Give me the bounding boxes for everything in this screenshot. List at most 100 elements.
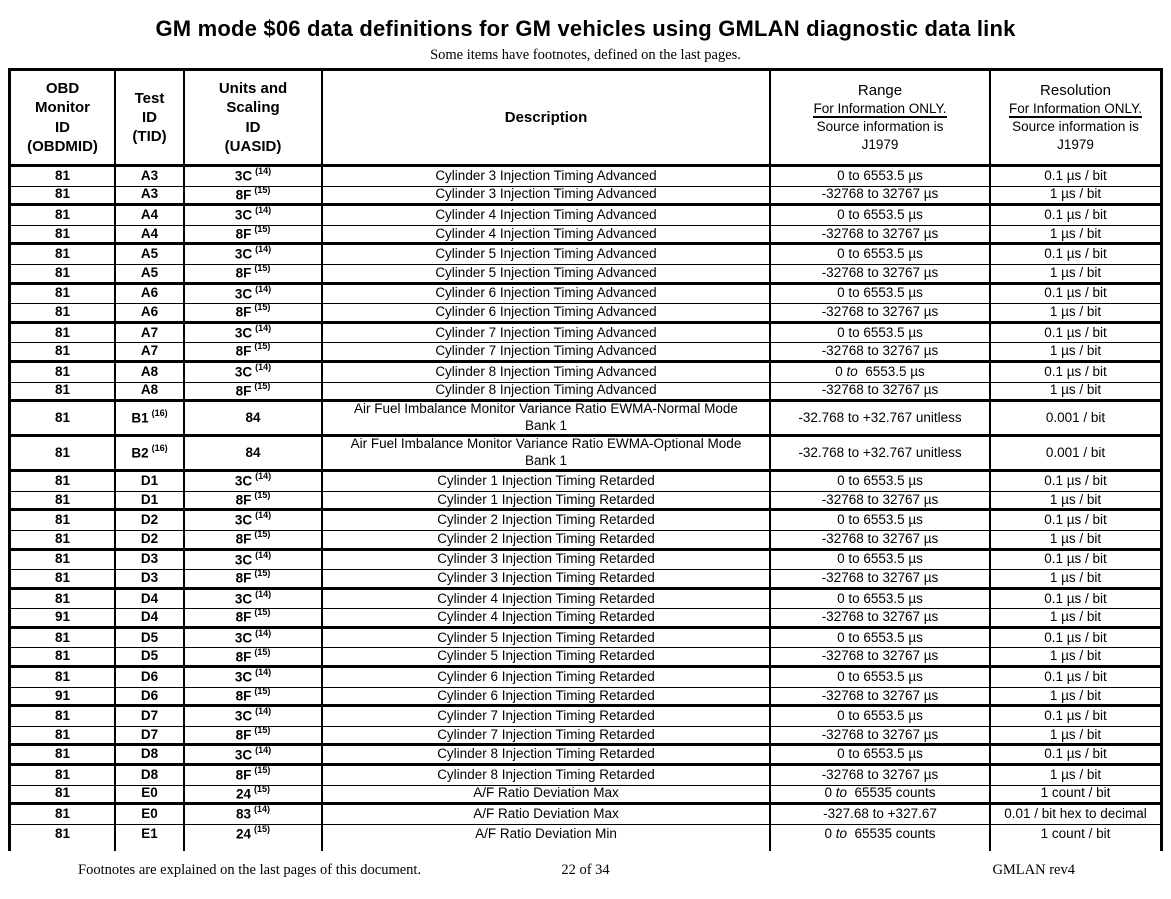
- uasid-footnote-ref: (14): [255, 668, 272, 678]
- table-row: 91 D6 8F (15) Cylinder 6 Injection Timing Re…: [11, 687, 1160, 708]
- range-cell: 0 to 6553.5 µs: [771, 472, 991, 491]
- header-test-id: Test ID (TID): [116, 71, 185, 164]
- tid-value: A8: [140, 363, 159, 379]
- tid-wrap: D5: [141, 630, 158, 647]
- uasid-footnote-ref: (15): [254, 726, 271, 735]
- uasid-wrap: 8F (15): [236, 383, 271, 400]
- table-row: 81 E1 24 (15) A/F Ratio Deviation Min 0 to 65…: [11, 824, 1160, 845]
- tid-cell: D3: [116, 570, 185, 587]
- header-resolution: Resolution For Information ONLY. Source …: [991, 71, 1160, 164]
- obdmid-cell: 81: [11, 824, 116, 845]
- uasid-value: 84: [245, 444, 261, 460]
- description-cell: Cylinder 6 Injection Timing Retarded: [323, 668, 771, 687]
- description-cell: Cylinder 1 Injection Timing Retarded: [323, 472, 771, 491]
- uasid-value: 8F: [235, 304, 252, 320]
- resolution-cell: 1 µs / bit: [1049, 648, 1102, 664]
- resolution-cell: 0.1 µs / bit: [1044, 472, 1107, 488]
- tid-cell: D2: [116, 530, 185, 548]
- uasid-cell: 8F (15): [185, 726, 323, 744]
- tid-value: A6: [140, 285, 159, 301]
- range-cell: -32768 to 32767 µs: [771, 186, 991, 204]
- uasid-wrap: 3C (14): [235, 511, 271, 529]
- uasid-footnote-ref: (15): [254, 687, 271, 696]
- uasid-footnote-ref: (15): [254, 225, 271, 234]
- obdmid-cell: 81: [11, 570, 116, 587]
- range-cell: 0 to 6553.5 µs: [771, 323, 991, 343]
- resolution-cell: 0.1 µs / bit: [1044, 207, 1107, 223]
- description-cell: Cylinder 6 Injection Timing Advanced: [323, 304, 771, 321]
- range-to-word: to: [846, 363, 858, 379]
- tid-cell: A8: [116, 382, 185, 400]
- resolution-cell: 0.1 µs / bit: [1044, 668, 1107, 684]
- table-row: 81 A4 3C (14) Cylinder 4 Injection Timing Ad…: [11, 206, 1160, 226]
- range-cell: 0 to 6553.5 µs: [771, 668, 991, 687]
- range-wrap: 0 to 65535 counts: [824, 785, 936, 801]
- uasid-wrap: 24 (15): [236, 786, 270, 803]
- obdmid-cell: 81: [11, 746, 116, 764]
- uasid-value: 8F: [235, 383, 252, 399]
- uasid-footnote-ref: (14): [255, 206, 272, 216]
- uasid-wrap: 8F (15): [236, 343, 271, 360]
- description-cell: Cylinder 8 Injection Timing Advanced: [323, 362, 771, 382]
- table-row: 81 A5 8F (15) Cylinder 5 Injection Timing Ad…: [11, 264, 1160, 285]
- table-row: 81 A8 8F (15) Cylinder 8 Injection Timing Ad…: [11, 382, 1160, 403]
- description-cell: Cylinder 5 Injection Timing Advanced: [323, 245, 771, 264]
- obdmid-cell: 81: [11, 382, 116, 400]
- uasid-cell: 8F (15): [185, 382, 323, 400]
- uasid-wrap: 83 (14): [236, 805, 270, 823]
- uasid-cell: 3C (14): [185, 167, 323, 186]
- obdmid-cell: 81: [11, 511, 116, 530]
- uasid-cell: 8F (15): [185, 343, 323, 360]
- uasid-cell: 3C (14): [185, 550, 323, 570]
- obdmid-cell: 81: [11, 707, 116, 726]
- resolution-cell: 0.1 µs / bit: [1044, 324, 1107, 340]
- tid-value: D1: [140, 491, 159, 507]
- resolution-cell: 1 µs / bit: [1049, 570, 1102, 585]
- tid-footnote-ref: (16): [151, 442, 168, 453]
- tid-cell: A4: [116, 206, 185, 225]
- table-row: 91 D4 8F (15) Cylinder 4 Injection Timing Re…: [11, 609, 1160, 629]
- footer-doc-revision: GMLAN rev4: [992, 862, 1075, 878]
- table-body: 81 A3 3C (14) Cylinder 3 Injection Timing Ad…: [11, 167, 1160, 845]
- range-cell: 0 to 6553.5 µs: [771, 167, 991, 186]
- uasid-value: 8F: [235, 531, 252, 547]
- range-cell: -32768 to 32767 µs: [771, 304, 991, 321]
- header-resolution-note3: J1979: [1057, 137, 1094, 153]
- uasid-footnote-ref: (15): [254, 186, 271, 195]
- uasid-value: 24: [235, 786, 251, 802]
- resolution-cell: 1 µs / bit: [1049, 609, 1102, 625]
- uasid-value: 3C: [234, 747, 253, 763]
- range-cell: 0 to 65535 counts: [771, 785, 991, 803]
- uasid-footnote-ref: (15): [254, 343, 271, 352]
- uasid-footnote-ref: (14): [255, 746, 272, 755]
- uasid-footnote-ref: (15): [254, 824, 271, 835]
- tid-wrap: A6: [141, 304, 158, 321]
- header-range-title: Range: [857, 81, 903, 99]
- tid-cell: A7: [116, 343, 185, 360]
- description-cell: Cylinder 8 Injection Timing Advanced: [323, 382, 771, 400]
- tid-cell: E0: [116, 785, 185, 803]
- header-resolution-note2: Source information is: [1012, 118, 1139, 134]
- table-row: 81 D5 3C (14) Cylinder 5 Injection Timing Re…: [11, 628, 1160, 649]
- resolution-cell: 0.1 µs / bit: [1044, 746, 1107, 762]
- page-subtitle: Some items have footnotes, defined on th…: [430, 47, 741, 63]
- resolution-cell: 1 count / bit: [1040, 826, 1111, 842]
- tid-cell: D2: [116, 511, 185, 530]
- tid-wrap: D8: [141, 746, 158, 763]
- uasid-cell: 83 (14): [185, 805, 323, 824]
- tid-wrap: A4: [141, 207, 158, 224]
- obdmid-cell: 91: [11, 609, 116, 626]
- tid-wrap: D2: [141, 531, 158, 548]
- obdmid-cell: 81: [11, 726, 116, 744]
- description-cell: A/F Ratio Deviation Max: [323, 805, 771, 824]
- uasid-footnote-ref: (14): [255, 362, 272, 373]
- tid-value: D6: [140, 668, 159, 684]
- description-cell: Cylinder 5 Injection Timing Retarded: [323, 628, 771, 648]
- resolution-cell: 0.1 µs / bit: [1044, 512, 1107, 528]
- tid-wrap: A7: [141, 343, 158, 360]
- table-row: 81 A4 8F (15) Cylinder 4 Injection Timing Ad…: [11, 225, 1160, 246]
- uasid-value: 8F: [235, 492, 252, 508]
- obdmid-cell: 81: [11, 437, 116, 470]
- tid-value: A5: [140, 264, 159, 280]
- tid-value: D7: [140, 726, 159, 742]
